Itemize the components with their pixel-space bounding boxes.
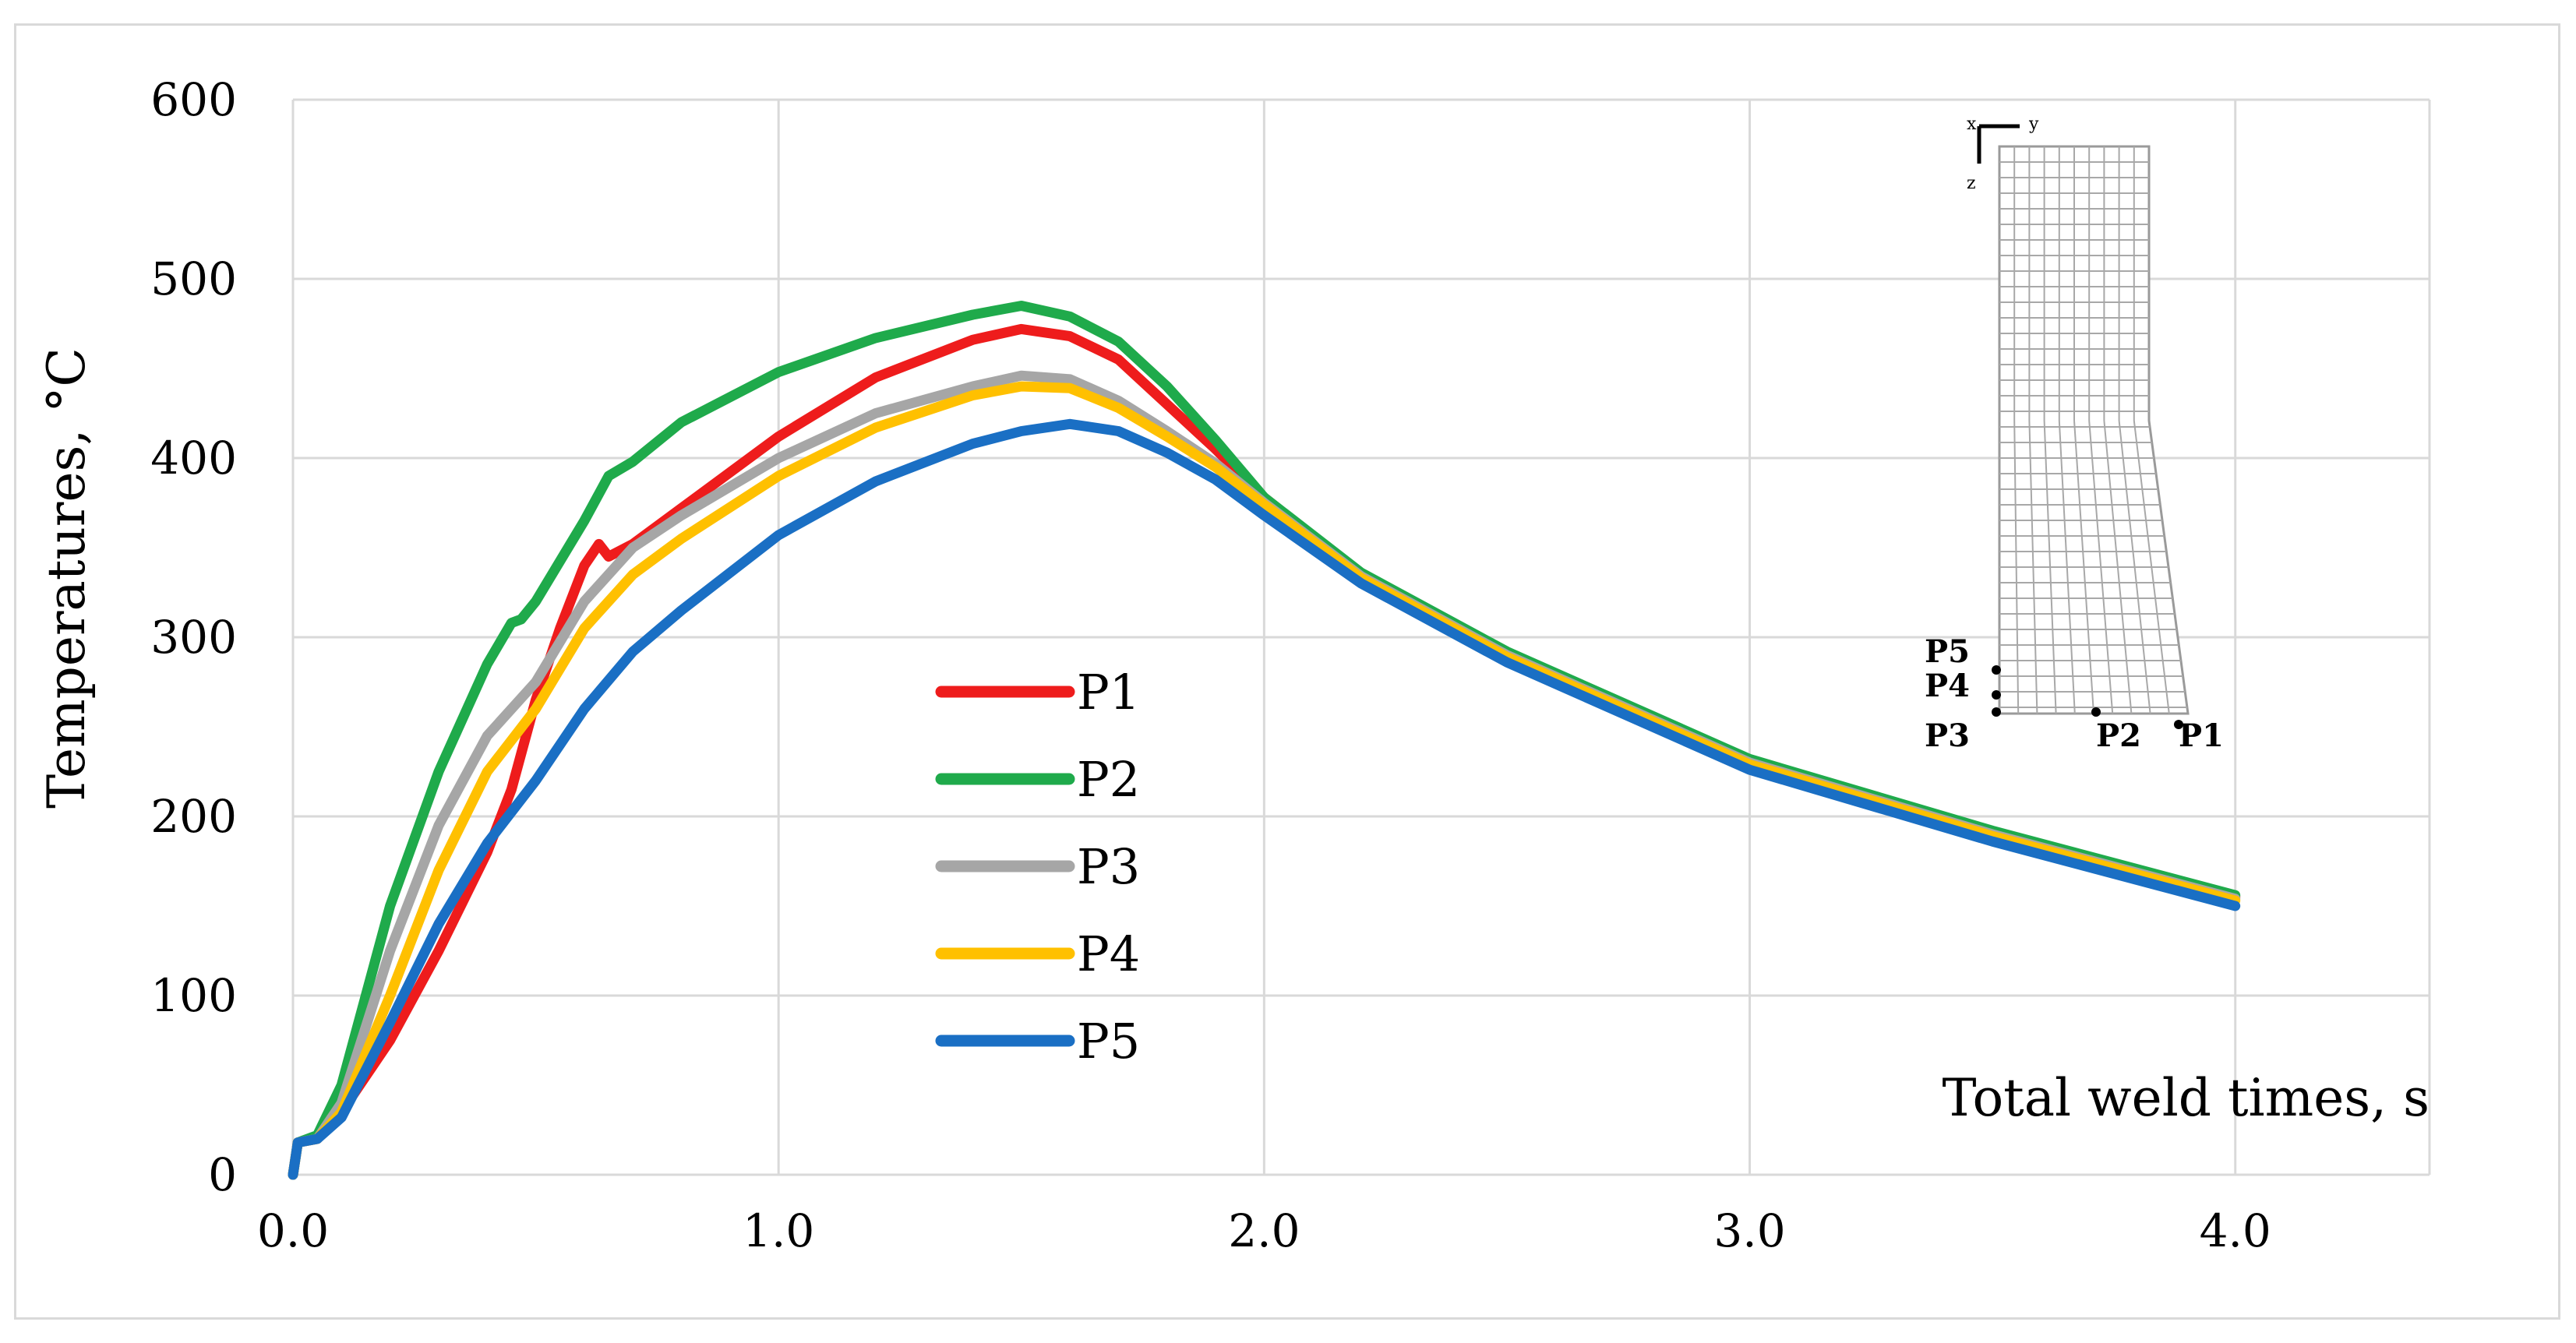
series-lines [288,301,2241,1180]
x-tick-label: 3.0 [1713,1204,1785,1257]
mesh-point-p1-marker [2174,720,2183,729]
x-tick-label: 2.0 [1228,1204,1300,1257]
y-axis-title: Temperatures, °C [37,347,97,809]
legend-label-p5: P5 [1077,1013,1140,1070]
mesh-inset: x y z P5 P4 P3 P2 P1 [1925,115,2224,754]
legend-label-p3: P3 [1077,838,1140,895]
y-tick-label: 500 [150,252,237,305]
mesh-point-p1-label: P1 [2179,717,2224,754]
mesh-col-line [2028,420,2038,714]
mesh-point-p3-marker [1992,707,2001,717]
mesh-point-p4-marker [1992,690,2001,700]
mesh-point-p5-label: P5 [1925,633,1970,670]
y-tick-label: 0 [208,1148,237,1201]
mesh-col-line [2118,420,2151,714]
x-axis-title: Total weld times, s [1943,1068,2430,1128]
y-tick-label: 200 [150,790,237,843]
x-tick-label: 4.0 [2200,1204,2271,1257]
legend: P1 P2 P3 P4 P5 [935,664,1140,1070]
inset-axis-z-label: z [1967,174,1976,193]
mesh-point-p2-marker [2091,707,2101,717]
mesh-grid [1998,145,2190,715]
inset-axis-y-label: y [2028,115,2039,134]
legend-label-p2: P2 [1077,751,1140,808]
x-tick-label: 1.0 [743,1204,814,1257]
mesh-col-line [2103,420,2133,714]
mesh-point-p2-label: P2 [2096,717,2141,754]
mesh-point-p3-label: P3 [1925,717,1970,754]
mesh-col-line [2058,420,2076,714]
x-tick-labels: 0.0 1.0 2.0 3.0 4.0 [257,1204,2271,1257]
mesh-col-line [2073,420,2094,714]
mesh-col-line [2043,420,2057,714]
inset-axis-x-label: x [1967,115,1977,134]
y-tick-label: 100 [150,969,237,1022]
legend-label-p1: P1 [1077,664,1140,721]
mesh-point-p5-marker [1992,665,2001,675]
mesh-point-p4-label: P4 [1925,668,1970,704]
legend-label-p4: P4 [1077,925,1140,982]
mesh-col-line [2088,420,2114,714]
x-tick-label: 0.0 [257,1204,329,1257]
y-tick-labels: 0 100 200 300 400 500 600 [150,73,237,1201]
series-line-p5 [288,418,2241,1180]
mesh-col-line [2133,420,2170,714]
y-tick-label: 400 [150,432,237,485]
y-tick-label: 600 [150,73,237,126]
y-tick-label: 300 [150,611,237,664]
coordinate-axes-icon [1977,124,2020,164]
mesh-col-line [2013,420,2020,714]
